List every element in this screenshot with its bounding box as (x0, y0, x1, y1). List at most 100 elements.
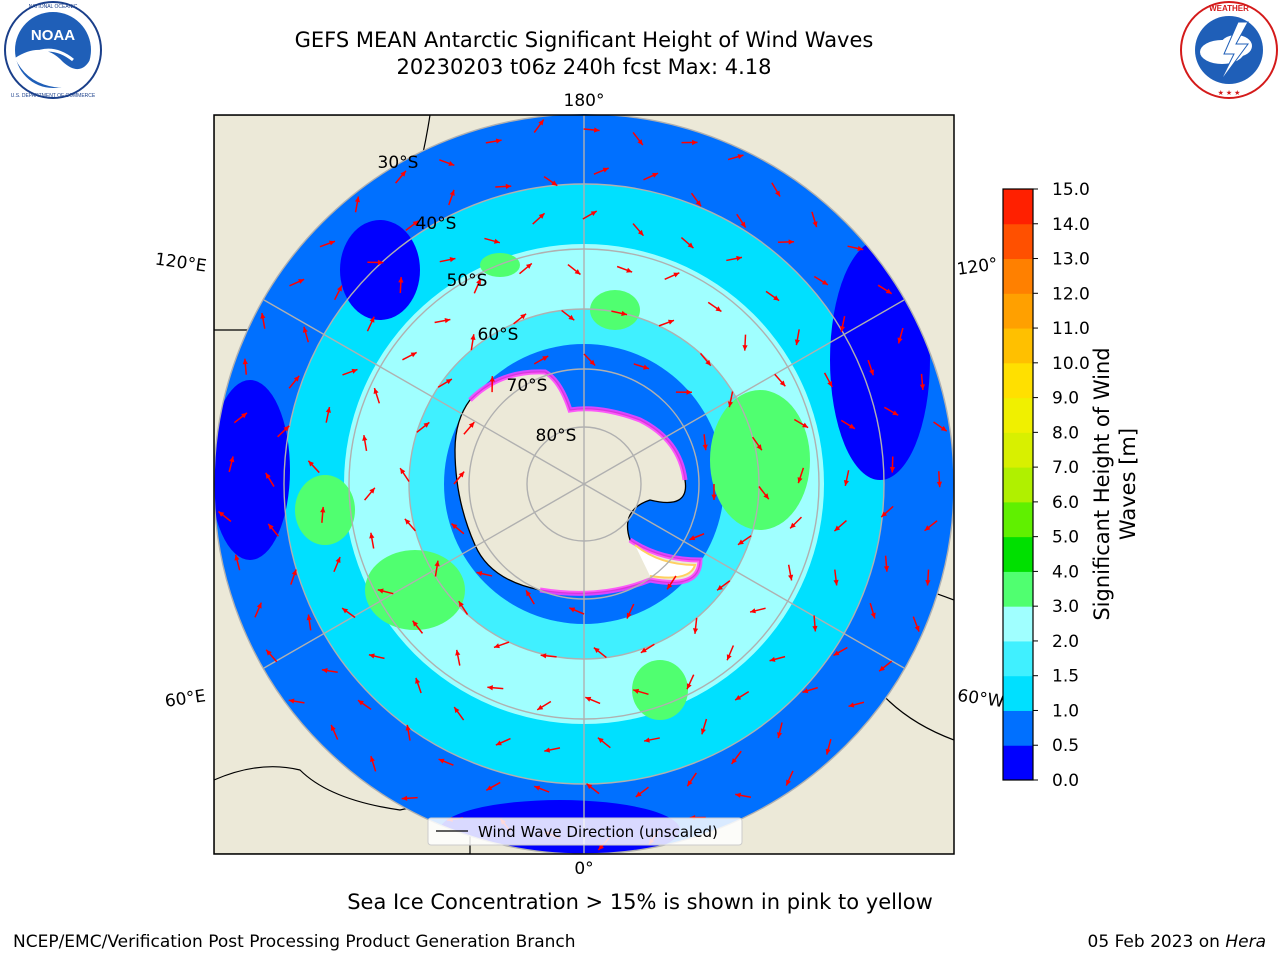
wave-arrow-head (794, 339, 800, 346)
wave-arrow-head (320, 506, 326, 513)
wave-arrow-head (415, 677, 421, 684)
wave-arrow-head (924, 525, 931, 531)
wave-arrow-head (848, 423, 855, 429)
wave-arrow-head (444, 317, 451, 324)
wave-arrow-head (821, 279, 828, 285)
wave-arrow-head (410, 352, 417, 358)
colorbar-swatch (1003, 223, 1033, 260)
wave-arrow-head (288, 698, 295, 704)
wave-arrow-head (779, 380, 786, 387)
wave-arrow-head (283, 425, 290, 432)
colorbar-tick-label: 1.0 (1052, 701, 1079, 721)
wave-arrow-head (843, 480, 849, 486)
wave-arrow-head (538, 119, 544, 126)
wave-arrow-head (695, 200, 701, 207)
wave-arrow-head (686, 683, 692, 690)
colorbar-tick-label: 11.0 (1052, 319, 1090, 339)
wave-arrow-head (727, 401, 733, 408)
wave-arrow-head (368, 653, 375, 659)
wave-arrow-head (293, 375, 300, 382)
wave-arrow-head (870, 612, 876, 619)
colorbar-label: Significant Height of Wind Waves [m] (1090, 347, 1140, 621)
wave-arrow-head (825, 748, 831, 755)
wave-arrow-head (438, 758, 445, 764)
host-name: Hera (1225, 932, 1266, 952)
wave-arrow-head (626, 267, 633, 273)
colorbar-swatch (1003, 710, 1033, 746)
wave-arrow-head (357, 700, 364, 706)
wave-arrow-head (750, 608, 756, 614)
wave-arrow-head (449, 189, 455, 196)
wave-arrow-head (242, 358, 248, 365)
wave-arrow-head (400, 468, 406, 475)
wave-arrow-head (879, 665, 885, 672)
colorbar-swatch (1003, 293, 1033, 329)
wave-arrow-head (689, 535, 696, 541)
svg-text:★ ★ ★: ★ ★ ★ (1218, 89, 1241, 97)
wave-arrow-head (711, 494, 717, 500)
wave-arrow-head (736, 255, 742, 261)
wave-arrow-head (449, 257, 456, 263)
wave-arrow-head (885, 288, 892, 294)
wave-arrow-head (936, 481, 943, 488)
lon-label-60w: 60°W (956, 686, 1005, 712)
wave-arrow-head (802, 422, 809, 428)
wave-arrow-head (538, 213, 545, 219)
wave-arrow-head (673, 272, 680, 278)
chart-title: GEFS MEAN Antarctic Significant Height o… (294, 28, 874, 52)
colorbar-swatch (1003, 397, 1033, 433)
svg-text:NATIONAL OCEANIC: NATIONAL OCEANIC (29, 4, 78, 10)
wave-arrow-head (470, 334, 476, 341)
colorbar-tick-label: 7.0 (1052, 458, 1079, 478)
wave-arrow-head (833, 650, 840, 656)
wave-arrow-head (445, 379, 452, 385)
wave-arrow-head (405, 724, 411, 731)
colorbar-swatch (1003, 258, 1033, 294)
wave-arrow-head (266, 649, 272, 656)
wave-arrow-head (790, 522, 796, 529)
wave-arrow-head (892, 410, 899, 416)
wave-arrow-head (925, 579, 931, 586)
nws-logo: WEATHER ★ ★ ★ (1180, 1, 1278, 99)
wave-arrow-head (687, 242, 694, 249)
wave-arrow-head (773, 295, 780, 301)
date-value: 05 Feb 2023 on (1087, 932, 1220, 952)
wave-arrow-head (487, 685, 493, 691)
wave-arrow-head (848, 702, 855, 708)
wave-arrow-head (644, 737, 650, 743)
colorbar-frame (1002, 188, 1034, 781)
wave-arrow-head (423, 422, 430, 428)
wave-arrow-head (692, 628, 699, 634)
wave-arrow-head (362, 435, 368, 441)
wave-arrow-head (637, 229, 644, 236)
wave-arrow-head (404, 518, 411, 525)
wave-arrow-head (827, 380, 833, 387)
wave-arrow-head (643, 364, 650, 370)
wave-arrow-head (398, 277, 404, 283)
wave-arrow-head (412, 620, 419, 627)
wave-arrow-head (329, 240, 335, 246)
wave-arrow-head (668, 319, 674, 325)
map-legend: Wind Wave Direction (unscaled) (427, 817, 743, 846)
wave-arrow-head (265, 472, 271, 479)
wave-arrow-head (574, 269, 581, 275)
wave-arrow-head (493, 238, 500, 244)
colorbar-tick-label: 8.0 (1052, 423, 1079, 443)
noaa-logo-text: NOAA (31, 27, 75, 44)
lat-label-40s: 40°S (416, 214, 457, 234)
wave-arrow-head (234, 554, 240, 561)
wave-arrow-head (337, 285, 342, 292)
wave-arrow-head (737, 539, 744, 545)
wave-arrow-head (455, 649, 461, 656)
wave-arrow-head (495, 740, 502, 746)
wave-arrow-head (786, 779, 791, 786)
wave-arrow-head (335, 556, 341, 563)
wave-arrow-head (218, 511, 225, 517)
wave-arrow-head (342, 608, 349, 614)
wave-arrow-head (869, 369, 875, 376)
wave-arrow-head (369, 532, 375, 539)
legend-label: Wind Wave Direction (unscaled) (478, 823, 718, 841)
credit-text: NCEP/EMC/Verification Post Processing Pr… (13, 932, 576, 952)
wave-arrow-head (735, 694, 742, 701)
wave-arrow-head (797, 477, 803, 484)
